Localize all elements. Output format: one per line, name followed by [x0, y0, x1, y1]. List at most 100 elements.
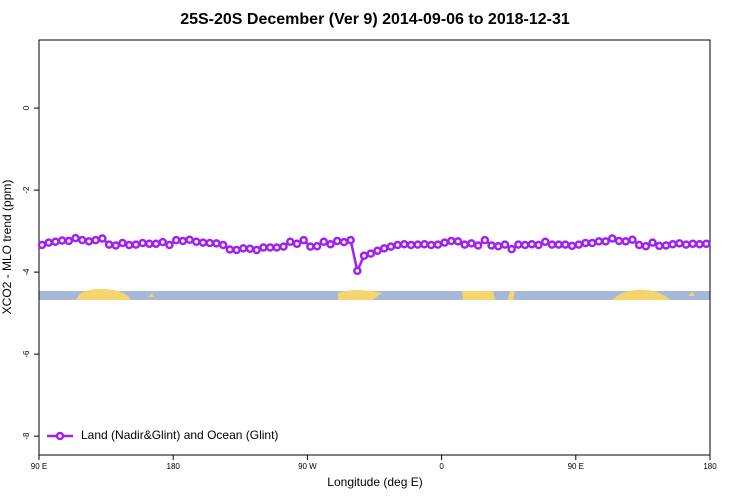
data-point — [473, 241, 483, 250]
data-point — [594, 237, 604, 246]
data-point — [158, 237, 168, 247]
data-point — [265, 243, 275, 252]
x-tick-label: 180 — [167, 462, 181, 471]
y-tick-label: -6 — [22, 350, 31, 358]
data-point — [91, 235, 100, 245]
data-point — [71, 233, 80, 243]
data-point — [245, 244, 255, 253]
data-point — [621, 237, 631, 246]
y-tick-label: -2 — [22, 186, 31, 194]
data-point — [165, 240, 174, 250]
data-point — [312, 242, 322, 251]
data-point — [145, 239, 154, 249]
data-point — [480, 235, 490, 245]
data-point — [614, 236, 624, 246]
data-point — [84, 237, 94, 246]
x-tick-label: 0 — [439, 462, 444, 471]
data-point — [306, 242, 315, 251]
data-point — [98, 234, 107, 243]
data-point — [641, 242, 651, 251]
data-point — [138, 238, 147, 248]
data-point — [393, 240, 402, 250]
data-point — [353, 266, 362, 276]
data-point — [286, 237, 295, 247]
data-point — [77, 235, 87, 245]
data-point — [124, 240, 134, 250]
y-tick-label: -8 — [22, 432, 31, 440]
data-point — [507, 244, 516, 254]
data-point — [198, 238, 208, 247]
data-point — [131, 240, 141, 249]
data-point — [185, 235, 194, 244]
data-point — [487, 241, 496, 250]
data-point — [104, 240, 114, 249]
data-point — [37, 240, 47, 250]
x-tick-label: 90 W — [298, 462, 317, 471]
data-point — [400, 239, 409, 249]
data-point — [567, 241, 577, 251]
data-point — [540, 237, 550, 247]
data-point — [171, 235, 181, 245]
x-tick-label: 90 E — [31, 462, 47, 471]
data-point — [366, 249, 376, 258]
data-point — [467, 239, 476, 248]
data-point — [527, 239, 537, 249]
y-axis-label: XCO2 - MLO trend (ppm) — [0, 180, 14, 315]
data-point — [44, 238, 53, 247]
x-axis-label: Longitude (deg E) — [327, 475, 422, 489]
data-point — [574, 240, 584, 249]
data-point — [212, 239, 221, 248]
data-point — [279, 242, 288, 251]
data-point — [520, 240, 530, 250]
data-point — [440, 238, 449, 247]
y-tick-label: -4 — [22, 268, 31, 276]
data-point — [299, 235, 308, 245]
data-point — [192, 237, 201, 247]
data-point — [218, 240, 228, 250]
x-tick-label: 90 E — [568, 462, 584, 471]
data-point — [433, 240, 443, 249]
data-point — [648, 238, 657, 247]
data-point — [346, 235, 355, 245]
data-point — [239, 244, 248, 253]
data-point — [319, 237, 329, 247]
data-point — [118, 238, 127, 248]
data-point — [252, 245, 261, 255]
data-point — [661, 241, 671, 250]
data-point — [601, 237, 610, 246]
legend-label: Land (Nadir&Glint) and Ocean (Glint) — [81, 428, 278, 442]
data-point — [373, 246, 382, 256]
data-point — [420, 239, 429, 249]
data-point — [447, 236, 456, 246]
data-point — [561, 240, 570, 249]
data-point — [681, 240, 691, 249]
data-point — [151, 239, 161, 249]
legend-marker — [55, 431, 65, 441]
data-point — [178, 236, 188, 246]
data-point — [587, 238, 597, 248]
data-point — [688, 239, 698, 249]
data-point — [695, 239, 704, 249]
data-point — [581, 238, 590, 248]
data-point — [205, 238, 214, 248]
data-point — [359, 251, 369, 260]
data-point — [259, 243, 268, 252]
data-point — [426, 240, 436, 250]
data-point — [608, 234, 617, 243]
data-point — [500, 240, 510, 249]
plot-frame — [38, 39, 711, 456]
y-tick-label: 0 — [22, 105, 31, 110]
data-point — [554, 240, 563, 249]
data-point — [326, 239, 335, 249]
data-point — [460, 240, 469, 249]
data-point — [64, 236, 74, 246]
data-point — [668, 239, 677, 249]
data-point — [628, 235, 637, 244]
data-point — [406, 240, 416, 250]
data-point — [702, 239, 711, 249]
land-ocean-strip — [39, 289, 710, 300]
chart-title: 25S-20S December (Ver 9) 2014-09-06 to 2… — [180, 11, 570, 28]
data-point — [514, 240, 523, 249]
data-point — [675, 239, 684, 248]
